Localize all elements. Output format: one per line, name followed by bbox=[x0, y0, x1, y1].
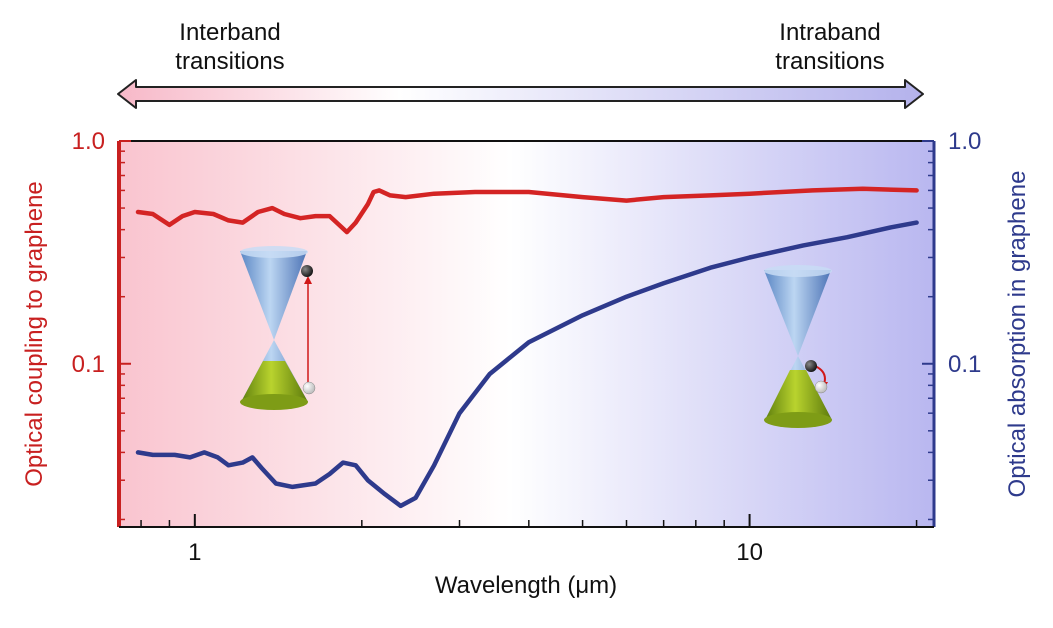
intraband-label-line1: Intraband bbox=[779, 19, 881, 46]
interband-label: Interband transitions bbox=[150, 18, 310, 76]
axis-tick-labels: 1 10 1.0 0.1 1.0 0.1 bbox=[72, 128, 982, 566]
intraband-label-line2: transitions bbox=[775, 48, 885, 75]
intraband-cone-illustration bbox=[764, 265, 832, 428]
y-left-tick-label: 0.1 bbox=[72, 351, 105, 378]
intraband-label: Intraband transitions bbox=[750, 18, 910, 76]
interband-label-line2: transitions bbox=[175, 48, 285, 75]
coupling-series-line bbox=[135, 186, 919, 235]
data-series bbox=[135, 186, 919, 509]
left-axis-title: Optical coupling to graphene bbox=[21, 181, 48, 487]
x-tick-label: 10 bbox=[736, 539, 763, 566]
transition-double-arrow bbox=[117, 79, 924, 109]
plot-background bbox=[119, 141, 934, 527]
x-tick-label: 1 bbox=[188, 539, 201, 566]
interband-label-line1: Interband bbox=[179, 19, 281, 46]
right-axis-title: Optical absorption in graphene bbox=[1004, 171, 1031, 498]
y-right-tick-label: 1.0 bbox=[948, 128, 981, 155]
y-right-tick-label: 0.1 bbox=[948, 351, 981, 378]
axis-ticks bbox=[119, 140, 934, 527]
interband-cone-illustration bbox=[240, 246, 316, 410]
x-axis-title: Wavelength (μm) bbox=[435, 572, 617, 599]
y-left-tick-label: 1.0 bbox=[72, 128, 105, 155]
absorption-series-line bbox=[135, 220, 919, 509]
